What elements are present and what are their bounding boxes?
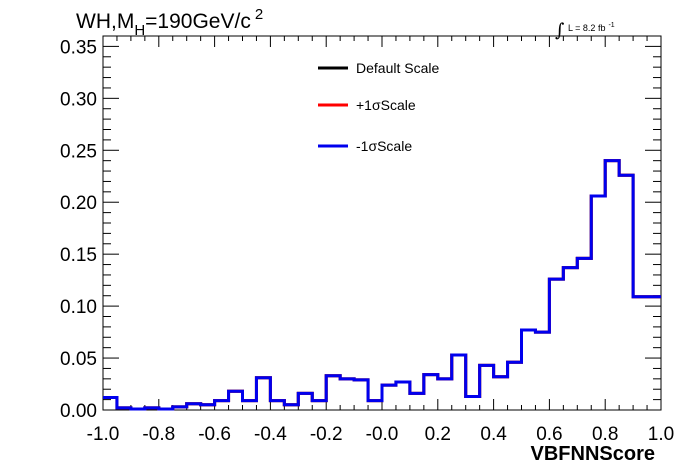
lumi-label: L = 8.2 fb -1 — [568, 22, 615, 33]
title-main: WH,M — [76, 10, 134, 33]
legend-label: -1σScale — [356, 138, 412, 154]
y-tick-label: 0.35 — [60, 37, 97, 58]
x-tick-label: -0.0 — [366, 424, 399, 445]
x-axis-ticks — [102, 36, 662, 410]
legend-label: +1σScale — [356, 97, 416, 113]
x-tick-label: 0.8 — [592, 424, 618, 445]
legend: Default Scale +1σScale -1σScale — [318, 60, 439, 154]
x-axis-tick-labels: -1.0 -0.8 -0.6 -0.4 -0.2 -0.0 0.2 0.4 0.6 0.8 1.0 — [87, 424, 675, 445]
y-tick-label: 0.30 — [60, 89, 97, 110]
title-superscript: 2 — [255, 6, 263, 23]
x-tick-label: -1.0 — [87, 424, 120, 445]
lumi-text: L = 8.2 fb — [568, 23, 605, 33]
lumi-superscript: -1 — [608, 22, 614, 29]
y-axis-tick-labels: 0.00 0.05 0.10 0.15 0.20 0.25 0.30 0.35 — [60, 37, 97, 422]
lumi-integral: ∫ — [555, 20, 565, 41]
x-tick-label: 0.4 — [480, 424, 507, 445]
x-tick-label: 0.2 — [425, 424, 451, 445]
x-tick-label: -0.2 — [310, 424, 343, 445]
x-tick-label: -0.4 — [254, 424, 287, 445]
y-axis-ticks — [103, 35, 661, 411]
series-layer — [103, 159, 661, 411]
y-tick-label: 0.20 — [60, 193, 97, 214]
y-tick-label: 0.05 — [60, 349, 97, 370]
x-tick-label: -0.8 — [142, 424, 175, 445]
y-tick-label: 0.25 — [60, 141, 97, 162]
x-axis-label: VBFNNScore — [531, 443, 655, 465]
chart-title: WH,MH=190GeV/c 2 — [76, 6, 263, 39]
legend-label: Default Scale — [356, 60, 439, 76]
x-tick-label: 1.0 — [648, 424, 674, 445]
y-tick-label: 0.15 — [60, 245, 97, 266]
y-tick-label: 0.10 — [60, 297, 97, 318]
x-tick-label: -0.6 — [198, 424, 231, 445]
title-subscript: H — [134, 22, 145, 39]
title-rest: =190GeV/c — [145, 10, 251, 33]
y-tick-label: 0.00 — [60, 401, 97, 422]
series-line-2 — [103, 159, 661, 411]
x-tick-label: 0.6 — [536, 424, 562, 445]
